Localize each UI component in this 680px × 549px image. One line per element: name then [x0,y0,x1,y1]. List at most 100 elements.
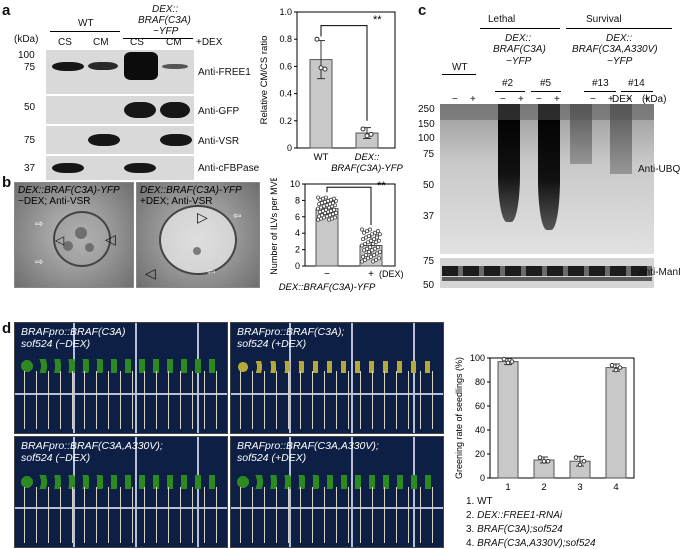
data-point [363,257,367,262]
em-image-minus-dex: ◁ ◁ ⇨ ⇨ DEX::BRAF(C3A)-YFP −DEX; Anti-VS… [14,182,134,288]
y-tick-label: 0.6 [279,61,292,71]
y-tick-label: 10 [290,179,300,189]
line-2-bracket [495,91,525,92]
panel-c-wt: WT [452,62,468,73]
data-point [609,362,615,368]
c-construct1-line1: DEX:: [505,33,532,44]
y-axis-label: Relative CM/CS ratio [259,36,270,125]
legend-2-num: 2. [466,510,478,521]
y-tick-label: 8 [295,195,300,205]
y-tick-label: 1.0 [279,7,292,17]
data-point [334,211,338,215]
plate4-line1: BRAFpro::BRAF(C3A,A330V); [237,440,379,452]
blot-cfbpase [46,156,194,180]
legend-4-num: 4. [466,538,478,549]
significance-bracket [326,186,372,225]
plate3-line2: sof524 (−DEX) [21,452,91,464]
antibody-mani: Anti-ManI [638,267,680,278]
x-tick-label: DEX:: [355,152,380,163]
significance-label: ** [377,180,386,192]
panel-c-kda: (kDa) [642,94,667,105]
data-point [371,259,375,264]
c-construct1-line3: −YFP [506,56,532,67]
plate-c3a-minus-dex: BRAFpro::BRAF(C3A) sof524 (−DEX) [14,322,228,434]
data-point [360,243,364,248]
x-tick-label: 1 [505,482,510,493]
legend-1: 1. WT [466,496,493,507]
panel-a-wt: WT [78,18,94,29]
x-tick-label: 3 [577,482,582,493]
legend-3-text: BRAF(C3A);sof524 [477,524,563,535]
data-point [373,230,377,235]
data-point [501,356,507,362]
x-tick-label: WT [314,152,329,163]
data-point [374,257,378,262]
data-point [541,458,547,464]
em1-title: DEX::BRAF(C3A)-YFP [18,185,120,196]
c-construct2-line1: DEX:: [606,33,633,44]
mani-marker-50: 50 [423,280,435,291]
y-tick-label: 100 [470,353,485,363]
y-axis-label: Greening rate of seedlings (%) [454,357,464,479]
antibody-free1: Anti-FREE1 [198,67,251,78]
lane-signs: − + − + − + − + − + [446,94,656,106]
plate-c3a-plus-dex: BRAFpro::BRAF(C3A); sof524 (+DEX) [230,322,444,434]
panel-a-cs-1: CS [58,37,72,48]
panel-a-cm-2: CM [166,37,182,48]
panel-d-chart: 0 20 40 60 80 100 Greening rate of seedlings (… [454,353,635,493]
arrowhead-icon: ◁ [145,265,156,281]
plate-c3a-a330v-plus-dex: BRAFpro::BRAF(C3A,A330V); sof524 (+DEX) [230,436,444,548]
arrow-icon: ⇨ [35,257,44,268]
panel-c-dex: DEX [612,94,633,105]
panel-c-label: c [418,2,427,19]
lane-sign: − [536,94,542,105]
plate2-line2: sof524 (+DEX) [237,338,307,350]
plot-frame [304,183,396,267]
lane-sign: + [608,94,614,105]
legend-4: 4. BRAF(C3A,A330V);sof524 [466,538,596,549]
c-construct2-line2: BRAF(C3A,A330V) [572,44,658,55]
panel-b-label: b [2,174,12,191]
y-tick-label: 80 [475,377,485,387]
data-point [368,245,372,250]
data-point [332,207,336,212]
panel-a-construct-line1: DEX:: [152,4,179,15]
antibody-gfp: Anti-GFP [198,106,240,117]
panel-a-dex-treatment: +DEX [196,37,223,48]
line-5: #5 [540,78,552,89]
panel-a-construct-line2: BRAF(C3A) [138,15,191,26]
data-point [367,249,371,254]
arrow-icon: ⇦ [207,267,216,278]
data-point [375,251,379,256]
data-point [360,259,364,264]
panel-a-marker-75: 75 [24,62,36,73]
data-point [332,196,336,201]
y-tick-label: 20 [475,449,485,459]
data-point [537,455,543,460]
y-tick-label: 0 [295,261,300,271]
data-point [331,201,335,206]
lane-sign: + [470,94,476,105]
y-tick-label: 4 [295,228,300,238]
panel-a-chart: 0 0.2 0.4 0.6 0.8 1.0 Relative CM/CS ratio WT DE… [259,7,404,174]
lane-sign: − [590,94,596,105]
em-image-plus-dex: ▷ ◁ ⇦ ⇦ DEX::BRAF(C3A)-YFP +DEX; Anti-VS… [136,182,260,288]
arrowhead-icon: ◁ [105,231,116,247]
x-tick-label: 4 [613,482,618,493]
blot-ubq [440,104,654,254]
em2-title: DEX::BRAF(C3A)-YFP [140,185,242,196]
blot-free1 [46,50,194,94]
data-point [368,131,374,137]
data-point [364,133,370,139]
data-point [365,229,369,234]
data-point [370,232,374,237]
wt-bracket [442,74,476,75]
lethal-bracket [480,28,560,29]
data-point [365,246,369,251]
plate1-line2: sof524 (−DEX) [21,338,91,350]
blot-vsr [46,126,194,154]
data-point [573,455,579,460]
data-point [376,245,380,250]
legend-2-text: DEX::FREE1-RNAi [477,510,563,521]
y-tick-label: 40 [475,425,485,435]
